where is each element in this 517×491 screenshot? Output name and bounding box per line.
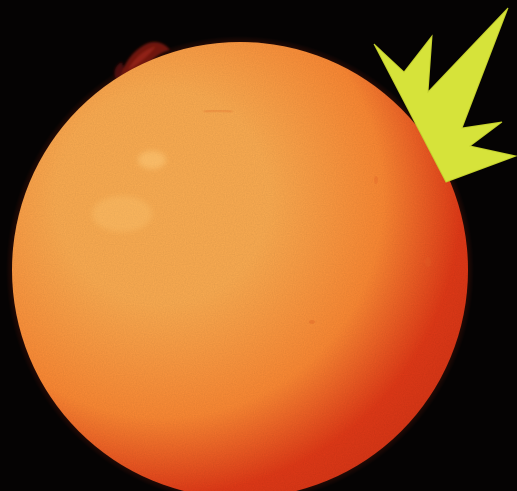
- sunspot: [425, 257, 431, 267]
- sunspot: [374, 176, 378, 184]
- filament: [203, 109, 233, 113]
- plage-region: [138, 151, 166, 169]
- plage-region: [92, 196, 152, 232]
- sunspot: [309, 320, 315, 324]
- starburst-marker: [373, 7, 517, 183]
- sun-texture: [12, 42, 468, 491]
